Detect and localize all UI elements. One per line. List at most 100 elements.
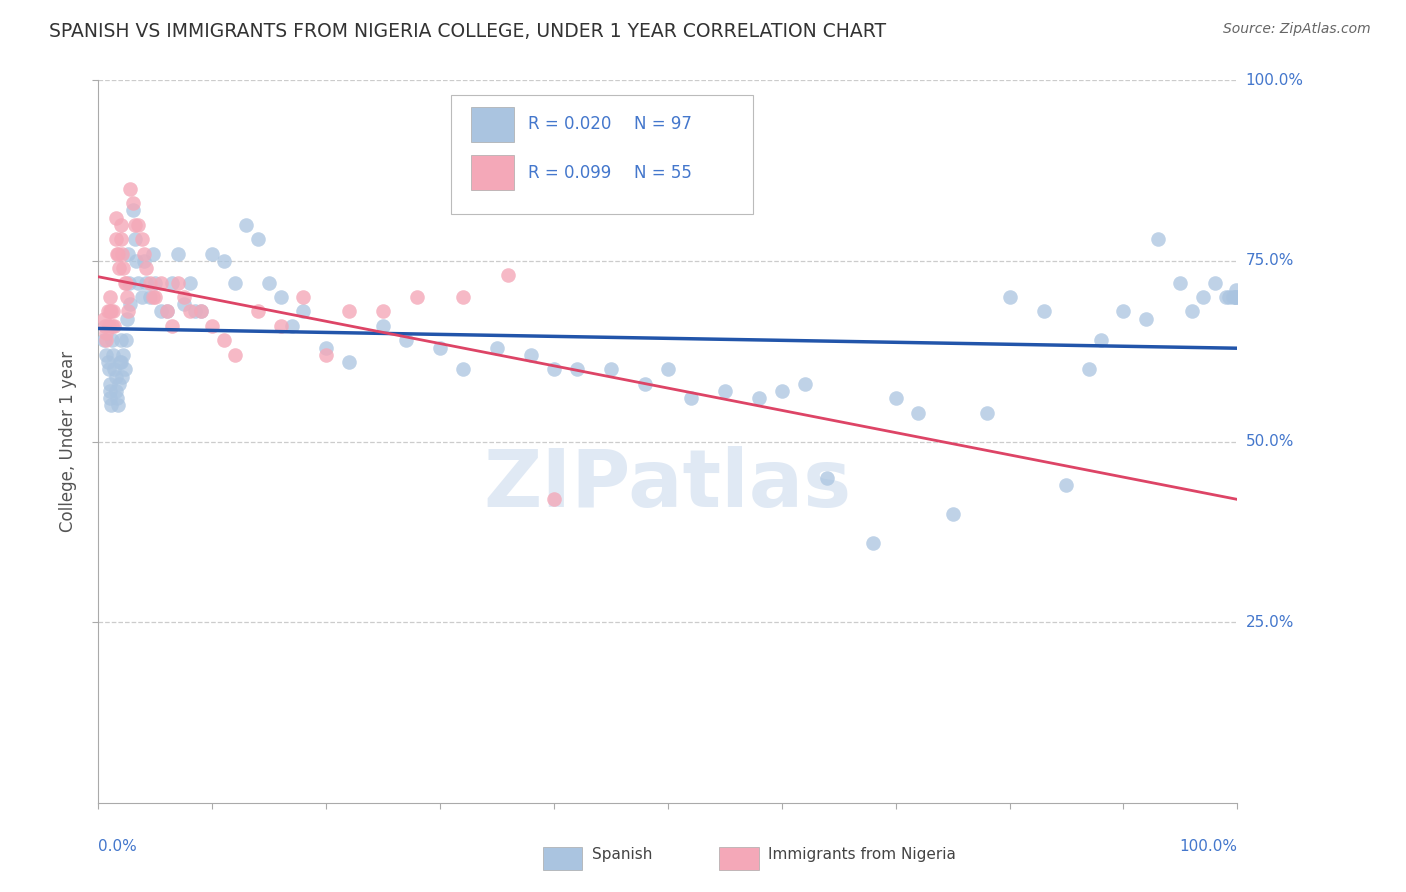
Point bbox=[114, 276, 136, 290]
Point bbox=[451, 362, 474, 376]
Point bbox=[108, 376, 131, 391]
Point bbox=[429, 341, 451, 355]
Y-axis label: College, Under 1 year: College, Under 1 year bbox=[59, 351, 77, 533]
Point bbox=[1225, 283, 1247, 297]
FancyBboxPatch shape bbox=[471, 107, 515, 142]
Point bbox=[486, 341, 509, 355]
Point bbox=[112, 348, 135, 362]
Point bbox=[132, 246, 155, 260]
Point bbox=[793, 376, 815, 391]
Point bbox=[1215, 290, 1237, 304]
Point bbox=[173, 290, 195, 304]
Point bbox=[110, 334, 132, 348]
Point bbox=[98, 304, 121, 318]
Point bbox=[103, 348, 125, 362]
Point bbox=[107, 246, 129, 260]
Point bbox=[162, 276, 184, 290]
Text: Immigrants from Nigeria: Immigrants from Nigeria bbox=[768, 847, 956, 863]
Point bbox=[150, 276, 173, 290]
Point bbox=[184, 304, 207, 318]
Point bbox=[96, 326, 118, 340]
Point bbox=[110, 218, 132, 232]
Text: 25.0%: 25.0% bbox=[1246, 615, 1294, 630]
Point bbox=[270, 318, 292, 333]
Point bbox=[121, 203, 143, 218]
Point bbox=[815, 470, 838, 484]
Point bbox=[131, 290, 153, 304]
Point bbox=[93, 311, 115, 326]
Point bbox=[884, 391, 907, 405]
Point bbox=[115, 311, 138, 326]
Point bbox=[156, 304, 179, 318]
Text: N = 55: N = 55 bbox=[634, 164, 692, 182]
Point bbox=[998, 290, 1021, 304]
Point bbox=[942, 507, 965, 521]
Point bbox=[498, 268, 520, 283]
Point bbox=[127, 276, 149, 290]
Point bbox=[105, 246, 128, 260]
Point bbox=[337, 355, 360, 369]
Point bbox=[96, 334, 118, 348]
Point bbox=[110, 355, 132, 369]
Point bbox=[1135, 311, 1157, 326]
Point bbox=[1218, 290, 1240, 304]
Point bbox=[97, 318, 120, 333]
Point bbox=[406, 290, 429, 304]
Text: 100.0%: 100.0% bbox=[1246, 73, 1303, 87]
Point bbox=[1223, 290, 1246, 304]
Point bbox=[292, 304, 315, 318]
Point bbox=[115, 290, 138, 304]
Text: SPANISH VS IMMIGRANTS FROM NIGERIA COLLEGE, UNDER 1 YEAR CORRELATION CHART: SPANISH VS IMMIGRANTS FROM NIGERIA COLLE… bbox=[49, 22, 886, 41]
Point bbox=[98, 290, 121, 304]
Text: ZIPatlas: ZIPatlas bbox=[484, 446, 852, 524]
Point bbox=[565, 362, 588, 376]
Point bbox=[124, 218, 146, 232]
Point bbox=[1181, 304, 1204, 318]
Point bbox=[315, 348, 337, 362]
Point bbox=[1192, 290, 1215, 304]
Point bbox=[117, 304, 139, 318]
Point bbox=[105, 391, 128, 405]
Point bbox=[246, 304, 269, 318]
Point bbox=[108, 355, 131, 369]
Point bbox=[201, 318, 224, 333]
Point bbox=[907, 406, 929, 420]
Point bbox=[1054, 478, 1078, 492]
Point bbox=[1222, 290, 1244, 304]
Point bbox=[117, 246, 139, 260]
Point bbox=[142, 246, 165, 260]
Text: 100.0%: 100.0% bbox=[1180, 838, 1237, 854]
Point bbox=[103, 362, 125, 376]
FancyBboxPatch shape bbox=[543, 847, 582, 870]
Point bbox=[127, 218, 149, 232]
Point bbox=[112, 261, 135, 276]
Point bbox=[179, 304, 201, 318]
Point bbox=[600, 362, 623, 376]
Point bbox=[135, 276, 157, 290]
Point bbox=[714, 384, 737, 398]
Point bbox=[114, 276, 136, 290]
Point bbox=[131, 232, 153, 246]
Point bbox=[337, 304, 360, 318]
Point bbox=[543, 492, 565, 507]
Point bbox=[862, 535, 884, 549]
Point bbox=[145, 290, 167, 304]
Point bbox=[246, 232, 269, 246]
Point bbox=[96, 304, 118, 318]
Point bbox=[96, 355, 118, 369]
Point bbox=[114, 334, 136, 348]
Point bbox=[224, 276, 246, 290]
Point bbox=[315, 341, 337, 355]
Point bbox=[101, 334, 124, 348]
Point bbox=[1225, 290, 1247, 304]
Point bbox=[145, 276, 167, 290]
Text: Source: ZipAtlas.com: Source: ZipAtlas.com bbox=[1223, 22, 1371, 37]
Point bbox=[120, 297, 142, 311]
Point bbox=[201, 246, 224, 260]
Point bbox=[173, 297, 195, 311]
Point bbox=[104, 232, 127, 246]
Point bbox=[110, 232, 132, 246]
Point bbox=[100, 398, 122, 412]
Point bbox=[1170, 276, 1192, 290]
Text: 75.0%: 75.0% bbox=[1246, 253, 1294, 268]
